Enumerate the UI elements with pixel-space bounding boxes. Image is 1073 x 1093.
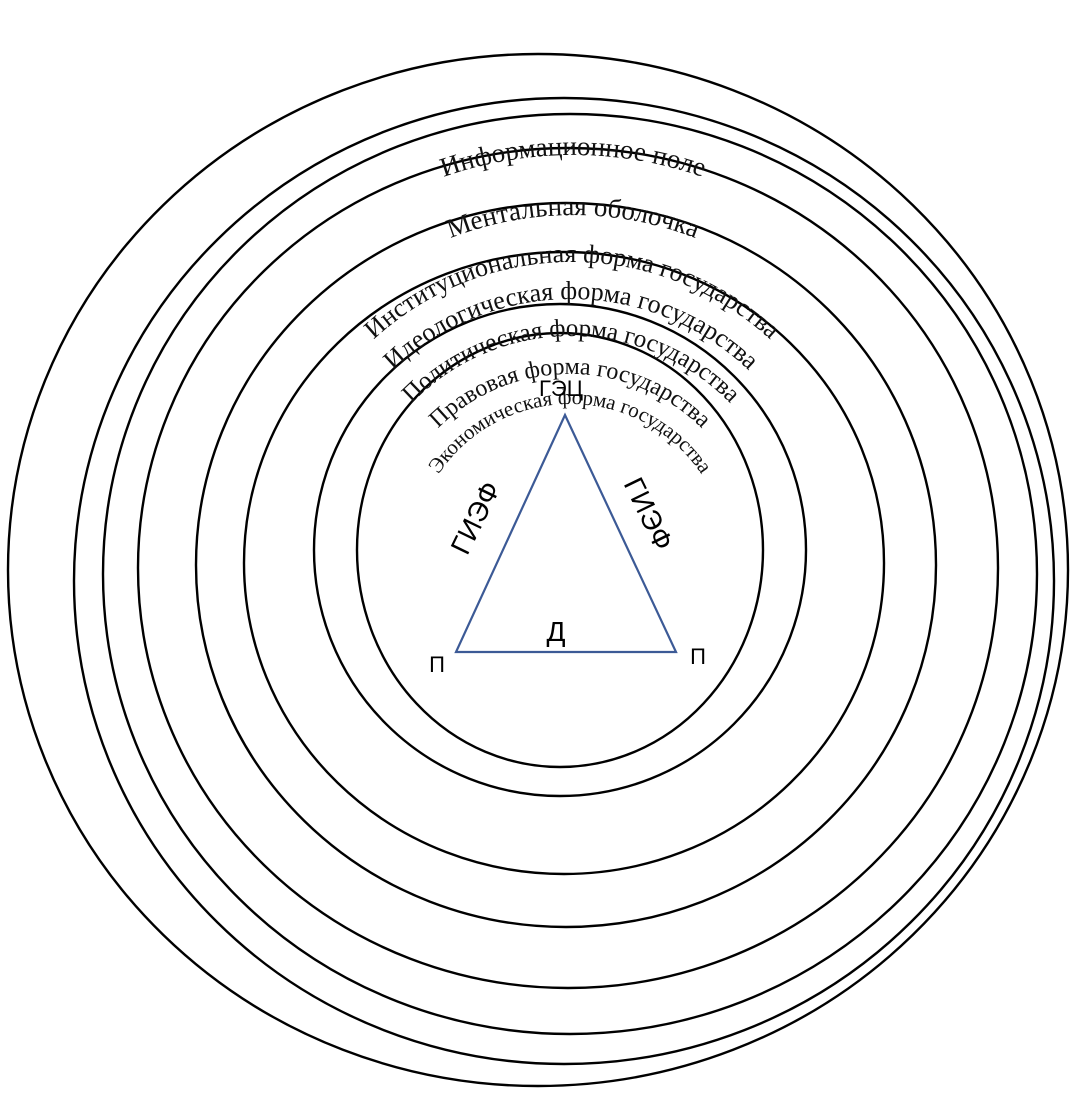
ring-label-information-field: Информационное поле [436,131,710,183]
ring-economic-form [312,302,808,798]
ring-ideological-form [136,146,1000,990]
right-vertex-label: П [690,644,706,669]
ring-mental-shell [72,96,1056,1066]
ring-legal-form [242,250,886,876]
ring-label-mental-shell: Ментальная оболочка [442,191,703,244]
base-edge-label: Д [547,616,566,647]
left-edge-label: ГИЭФ [445,477,506,560]
ring-information-field [6,52,1070,1088]
ring-core [355,331,765,769]
ring-political-form [194,201,938,929]
central-triangle [454,412,678,654]
left-vertex-label: П [429,652,445,677]
right-edge-label: ГИЭФ [618,473,679,556]
ring-institutional-form [101,112,1039,1036]
apex-label: ГЭЦ [539,376,583,401]
